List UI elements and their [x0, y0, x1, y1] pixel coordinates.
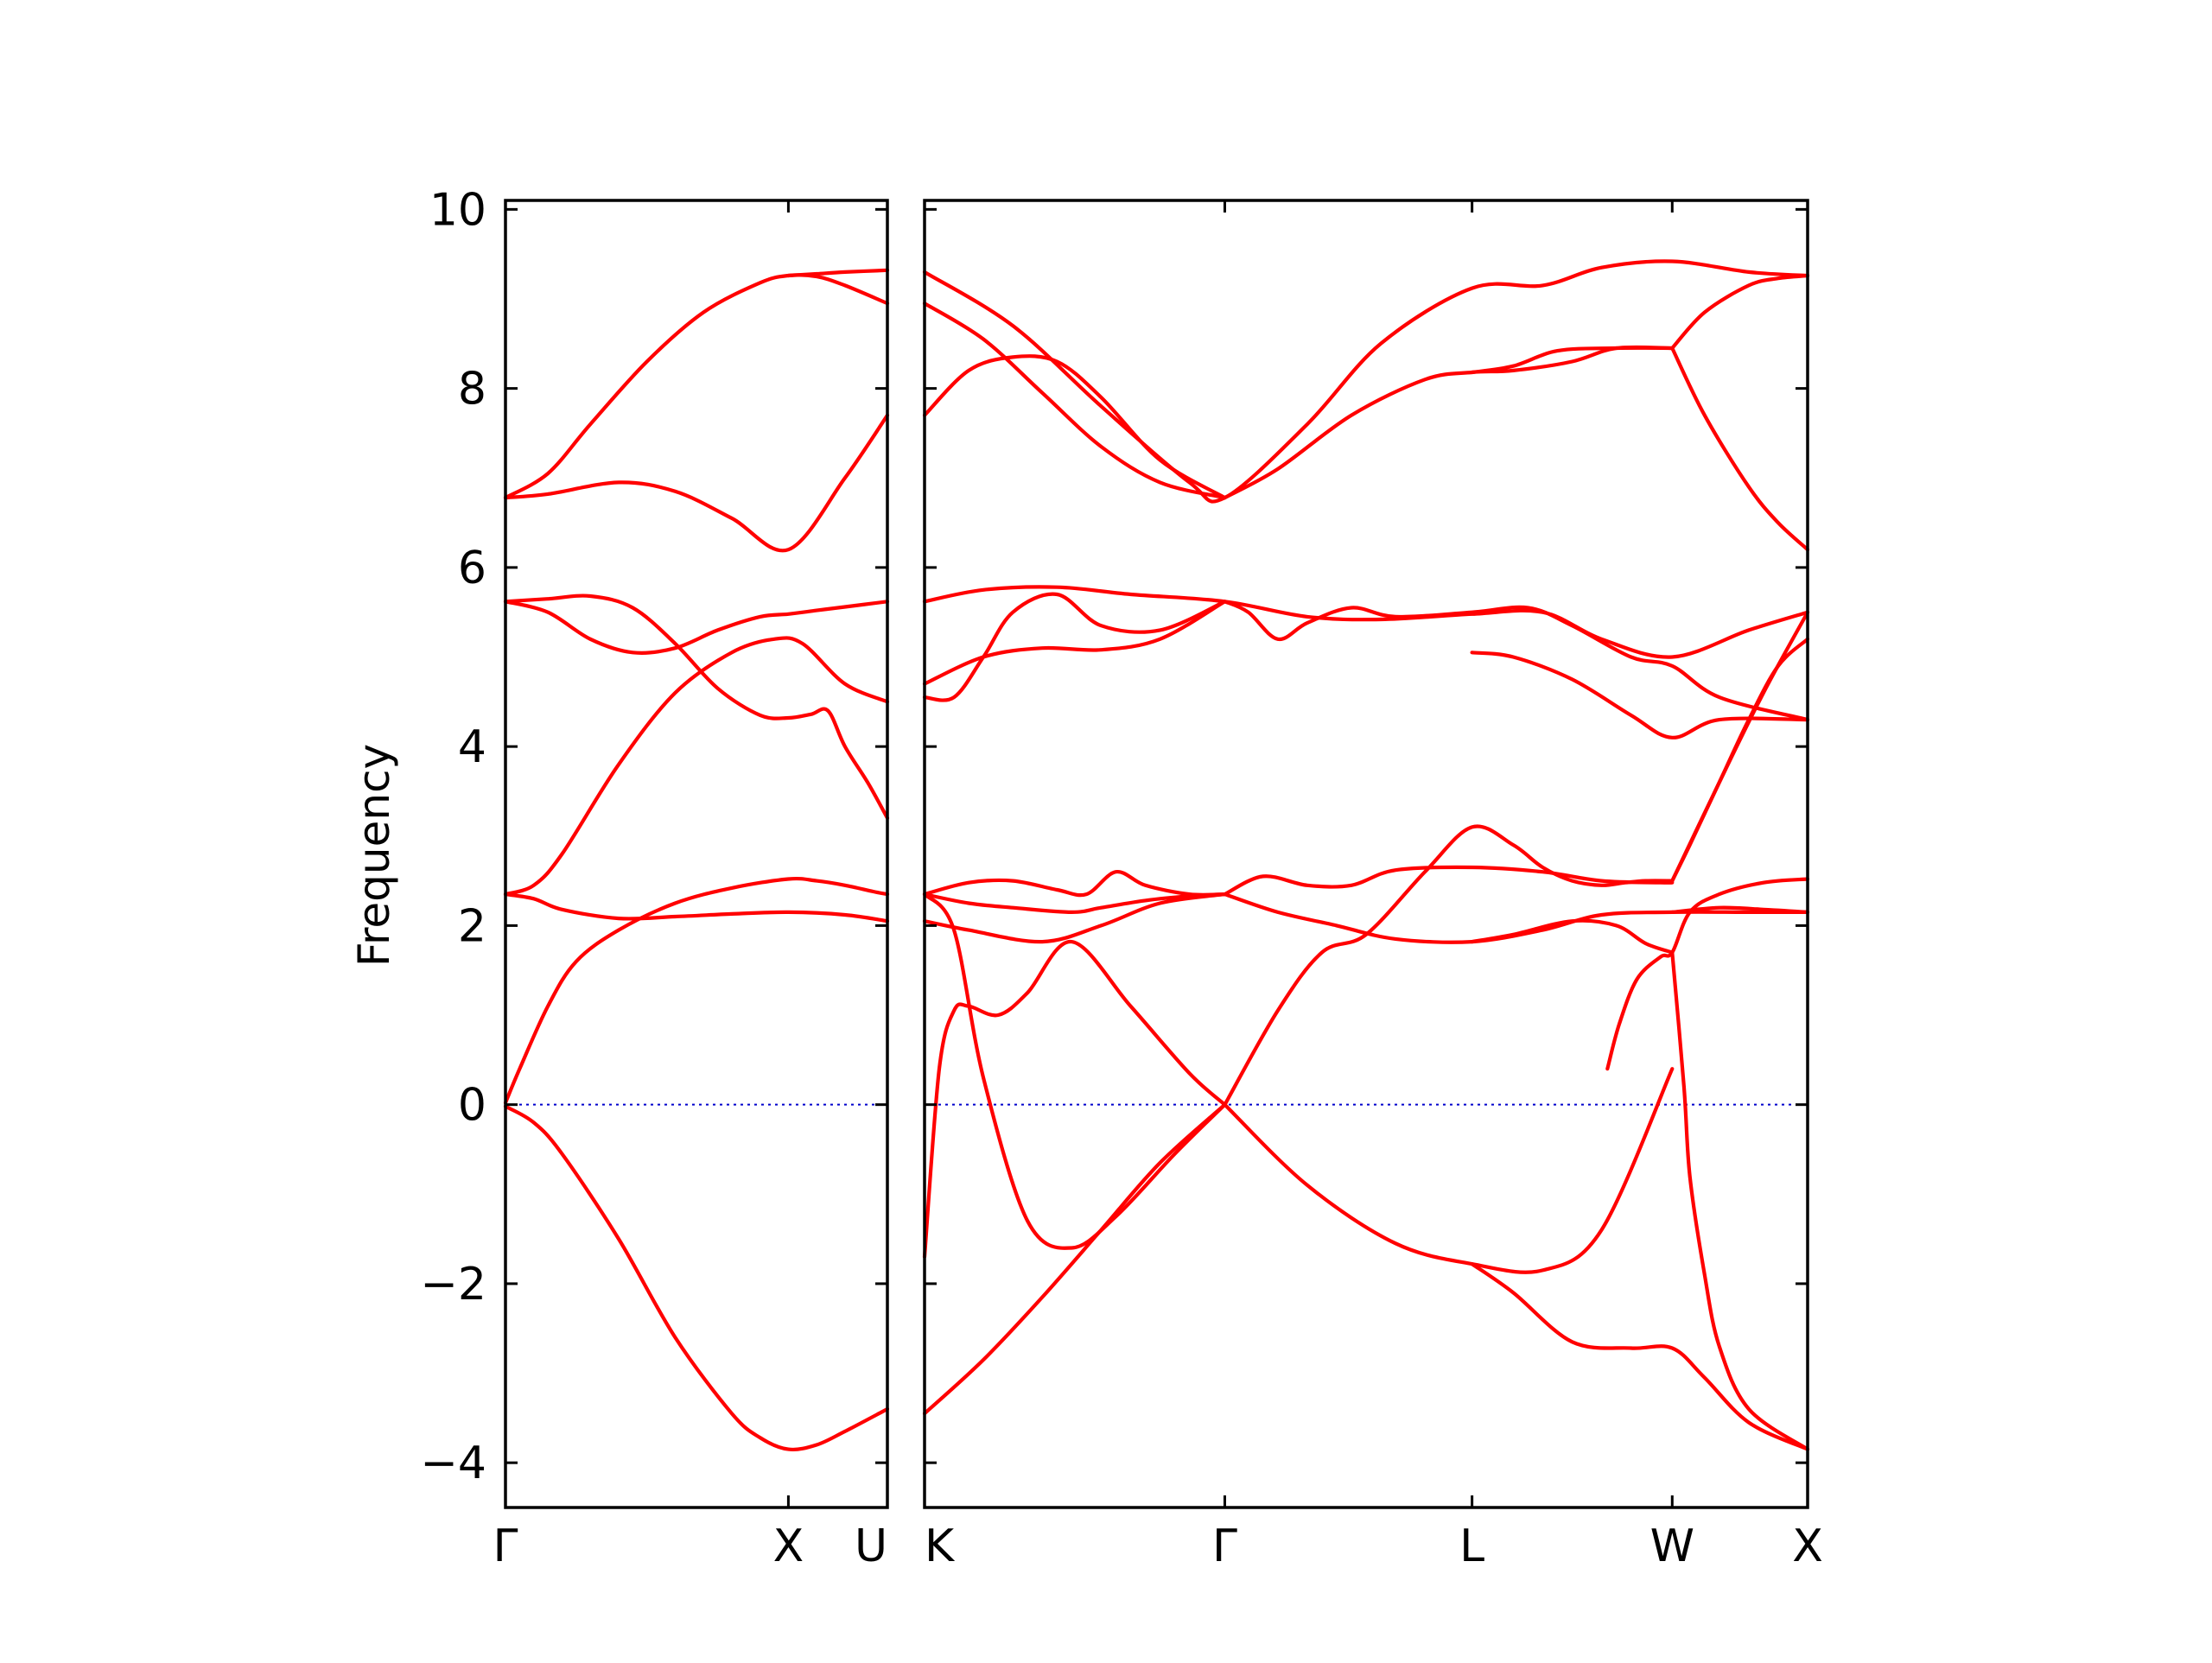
band-line-panel2-26 — [1223, 345, 1675, 500]
band-line-panel2-16 — [922, 592, 1227, 702]
band-line-panel2-5 — [1223, 1067, 1675, 1274]
band-line-panel2-27 — [1470, 346, 1675, 375]
x-tick-label: X — [1792, 1520, 1823, 1572]
x-tick-label: K — [925, 1520, 956, 1572]
band-line-panel2-23 — [922, 259, 1810, 504]
band-line-panel1-8 — [503, 273, 890, 500]
x-tick-label: X — [773, 1520, 804, 1572]
panel-1-frame — [504, 199, 889, 1509]
band-line-panel1-9 — [786, 268, 890, 278]
band-line-panel2-17 — [922, 600, 1227, 686]
band-line-panel1-1 — [503, 1104, 890, 1452]
band-line-panel1-6 — [503, 593, 890, 821]
band-line-panel1-3 — [503, 892, 890, 924]
y-tick-label: −2 — [420, 1259, 486, 1311]
y-tick-label: 2 — [458, 900, 486, 952]
y-tick-label: 6 — [458, 543, 486, 594]
band-line-panel2-7 — [1670, 950, 1810, 1451]
x-tick-label: Γ — [1212, 1520, 1237, 1572]
y-tick-label: 4 — [458, 721, 486, 773]
band-line-panel2-1 — [922, 1102, 1227, 1416]
band-line-panel2-11 — [922, 870, 1227, 898]
x-tick-label: W — [1650, 1520, 1694, 1572]
band-line-panel1-2 — [503, 876, 890, 1105]
x-tick-label: L — [1459, 1520, 1484, 1572]
band-line-panel1-4 — [503, 636, 890, 897]
band-line-panel1-7 — [503, 413, 890, 553]
band-line-panel2-25 — [922, 354, 1227, 500]
band-line-panel2-24 — [922, 301, 1227, 500]
band-line-panel2-18 — [922, 585, 1810, 659]
band-line-panel2-6 — [1470, 1262, 1810, 1451]
band-line-panel2-10 — [922, 892, 1227, 914]
band-line-panel2-2 — [922, 940, 1227, 1259]
band-line-panel2-20 — [1470, 651, 1810, 739]
band-line-panel2-19 — [1223, 600, 1810, 722]
band-line-panel1-5 — [503, 600, 890, 655]
band-line-panel2-14 — [1470, 918, 1675, 955]
x-tick-label: U — [855, 1520, 887, 1572]
y-tick-label: 8 — [458, 364, 486, 416]
y-tick-label: 0 — [458, 1080, 486, 1132]
band-line-panel2-13 — [1223, 865, 1675, 897]
band-line-panel2-3 — [922, 892, 1227, 1250]
band-line-panel2-9 — [922, 892, 1227, 944]
band-line-panel2-29 — [1670, 273, 1810, 351]
band-line-panel2-28 — [1670, 346, 1810, 552]
panel-2-frame — [923, 199, 1809, 1509]
band-line-panel2-22 — [1670, 637, 1810, 883]
y-axis-label: Frequency — [349, 744, 399, 967]
y-tick-label: −4 — [420, 1438, 486, 1489]
band-line-panel2-15 — [1670, 905, 1810, 914]
x-tick-label: Γ — [493, 1520, 518, 1572]
y-tick-label: 10 — [429, 184, 486, 236]
